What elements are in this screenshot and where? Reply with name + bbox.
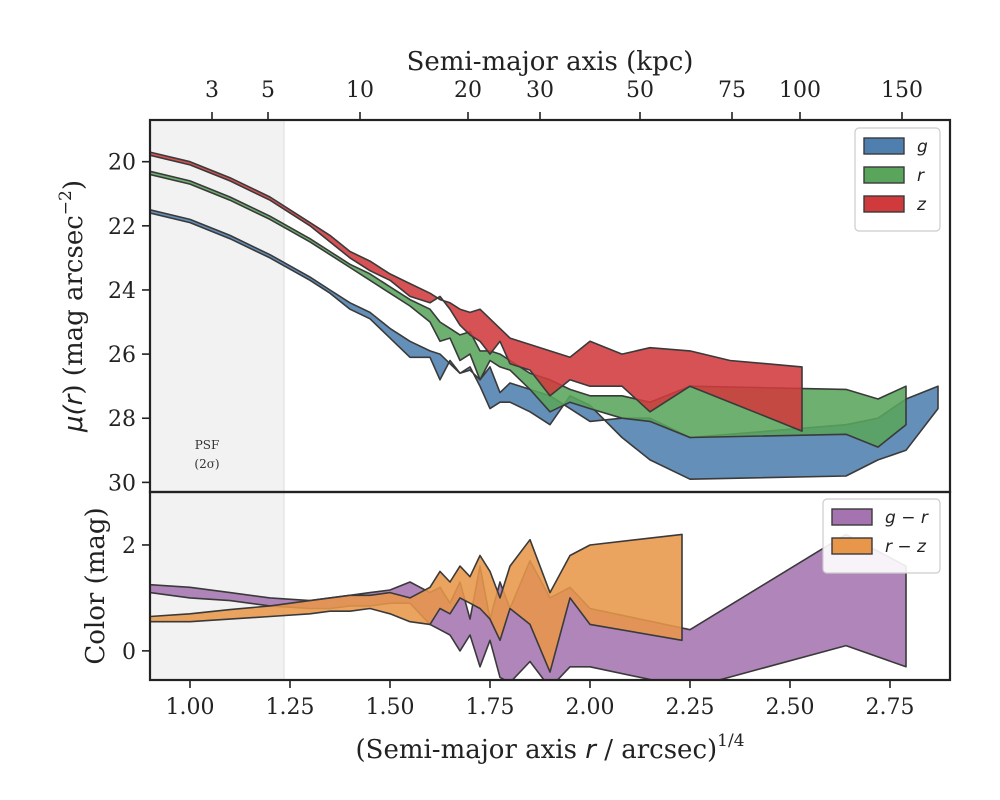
top-legend-label-1: r: [917, 166, 925, 186]
top-y-tick-label-5: 30: [108, 471, 136, 496]
top-legend-swatch-0: [863, 137, 905, 155]
top-legend-swatch-1: [863, 166, 905, 184]
x-tick-label-6: 2.50: [766, 695, 815, 720]
top-band-1: [150, 170, 907, 448]
top-band-2: [150, 151, 803, 432]
x-axis-title: (Semi-major axis r / arcsec)1/4: [355, 731, 744, 765]
top-tick-label-1: 5: [261, 78, 275, 103]
bottom-legend-swatch-0: [831, 508, 873, 526]
bottom-legend-label-1: r − z: [885, 537, 927, 557]
psf-label: PSF: [195, 438, 220, 452]
bottom-panel-frame: [148, 490, 952, 682]
x-tick-label-0: 1.00: [166, 695, 215, 720]
bottom-y-axis-title: Color (mag): [81, 507, 111, 664]
top-y-tick-label-4: 28: [108, 407, 136, 432]
bottom-legend-swatch-1: [831, 537, 873, 555]
top-y-tick-label-2: 24: [108, 279, 136, 304]
bottom-legend-label-0: g − r: [885, 508, 929, 528]
top-y-tick-label-3: 26: [108, 343, 136, 368]
top-tick-label-0: 3: [205, 78, 219, 103]
top-legend-swatch-2: [863, 195, 905, 213]
bottom-y-tick-label-1: 2: [122, 534, 136, 559]
top-tick-label-6: 75: [718, 78, 746, 103]
top-y-tick-label-1: 22: [108, 215, 136, 240]
top-tick-label-4: 30: [526, 78, 554, 103]
bottom-band-1: [150, 533, 683, 673]
top-tick-label-2: 10: [346, 78, 374, 103]
x-tick-label-1: 1.25: [266, 695, 315, 720]
x-tick-label-5: 2.25: [666, 695, 715, 720]
x-tick-label-3: 1.75: [466, 695, 515, 720]
top-y-tick-label-0: 20: [108, 151, 136, 176]
top-tick-label-3: 20: [454, 78, 482, 103]
top-legend-label-2: z: [916, 195, 927, 215]
top-band-0: [150, 209, 939, 480]
top-tick-label-8: 150: [881, 78, 923, 103]
x-tick-label-4: 2.00: [566, 695, 615, 720]
top-tick-label-7: 100: [779, 78, 821, 103]
x-tick-label-2: 1.50: [366, 695, 415, 720]
bottom-y-tick-label-0: 0: [122, 640, 136, 665]
top-y-axis-title: μ(r) (mag arcsec−2): [56, 180, 89, 433]
top-tick-label-5: 50: [626, 78, 654, 103]
top-x-axis-title: Semi-major axis (kpc): [407, 47, 694, 77]
psf-sublabel: (2σ): [194, 457, 219, 471]
top-legend-label-0: g: [917, 137, 928, 157]
x-tick-label-7: 2.75: [866, 695, 915, 720]
